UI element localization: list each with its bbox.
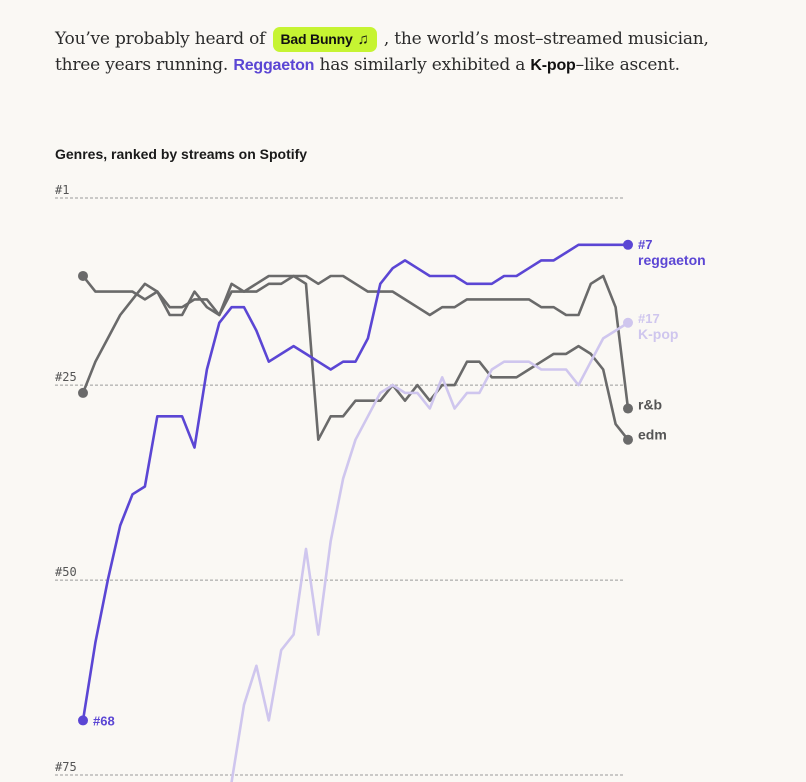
- series-end-dot: [623, 317, 633, 328]
- series-line-rb: [81, 274, 630, 410]
- y-tick-label: #75: [55, 760, 77, 774]
- y-tick-label: #1: [55, 183, 69, 197]
- reggaeton-end-name: reggaeton: [638, 252, 706, 268]
- kpop-end-name: K-pop: [638, 326, 678, 342]
- series-start-dot: [78, 387, 88, 398]
- series-line-reggaeton: [81, 243, 630, 722]
- chart-title: Genres, ranked by streams on Spotify: [55, 146, 308, 162]
- kpop-end-rank: #17: [638, 311, 660, 326]
- series-line-edm: [81, 274, 630, 441]
- intro-text-4: –like ascent.: [575, 55, 680, 75]
- intro-text-3: has similarly exhibited a: [319, 55, 526, 75]
- series-end-dot: [623, 239, 633, 250]
- intro-paragraph: You’ve probably heard of Bad Bunny ♫ , th…: [55, 26, 755, 79]
- reggaeton-end-rank: #7: [638, 237, 652, 252]
- series-end-dot: [623, 434, 633, 445]
- reggaeton-link[interactable]: Reggaeton: [233, 57, 315, 74]
- series-start-dot: [78, 715, 88, 726]
- rnb-end-name: r&b: [638, 397, 662, 413]
- intro-text-2: , the world’s most–streamed musician, th…: [55, 29, 709, 75]
- y-tick-label: #25: [55, 370, 77, 384]
- music-note-icon: ♫: [357, 31, 369, 48]
- kpop-link[interactable]: K-pop: [530, 57, 576, 74]
- series-end-dot: [623, 403, 633, 414]
- series-start-dot: [78, 270, 88, 281]
- intro-text-1: You’ve probably heard of: [55, 29, 266, 49]
- edm-end-name: edm: [638, 427, 667, 443]
- reggaeton-start-label: #68: [93, 713, 115, 728]
- bad-bunny-label: Bad Bunny: [280, 31, 353, 47]
- y-tick-label: #50: [55, 565, 77, 579]
- series-line-kpop: [230, 321, 630, 782]
- bad-bunny-button[interactable]: Bad Bunny ♫: [272, 27, 377, 52]
